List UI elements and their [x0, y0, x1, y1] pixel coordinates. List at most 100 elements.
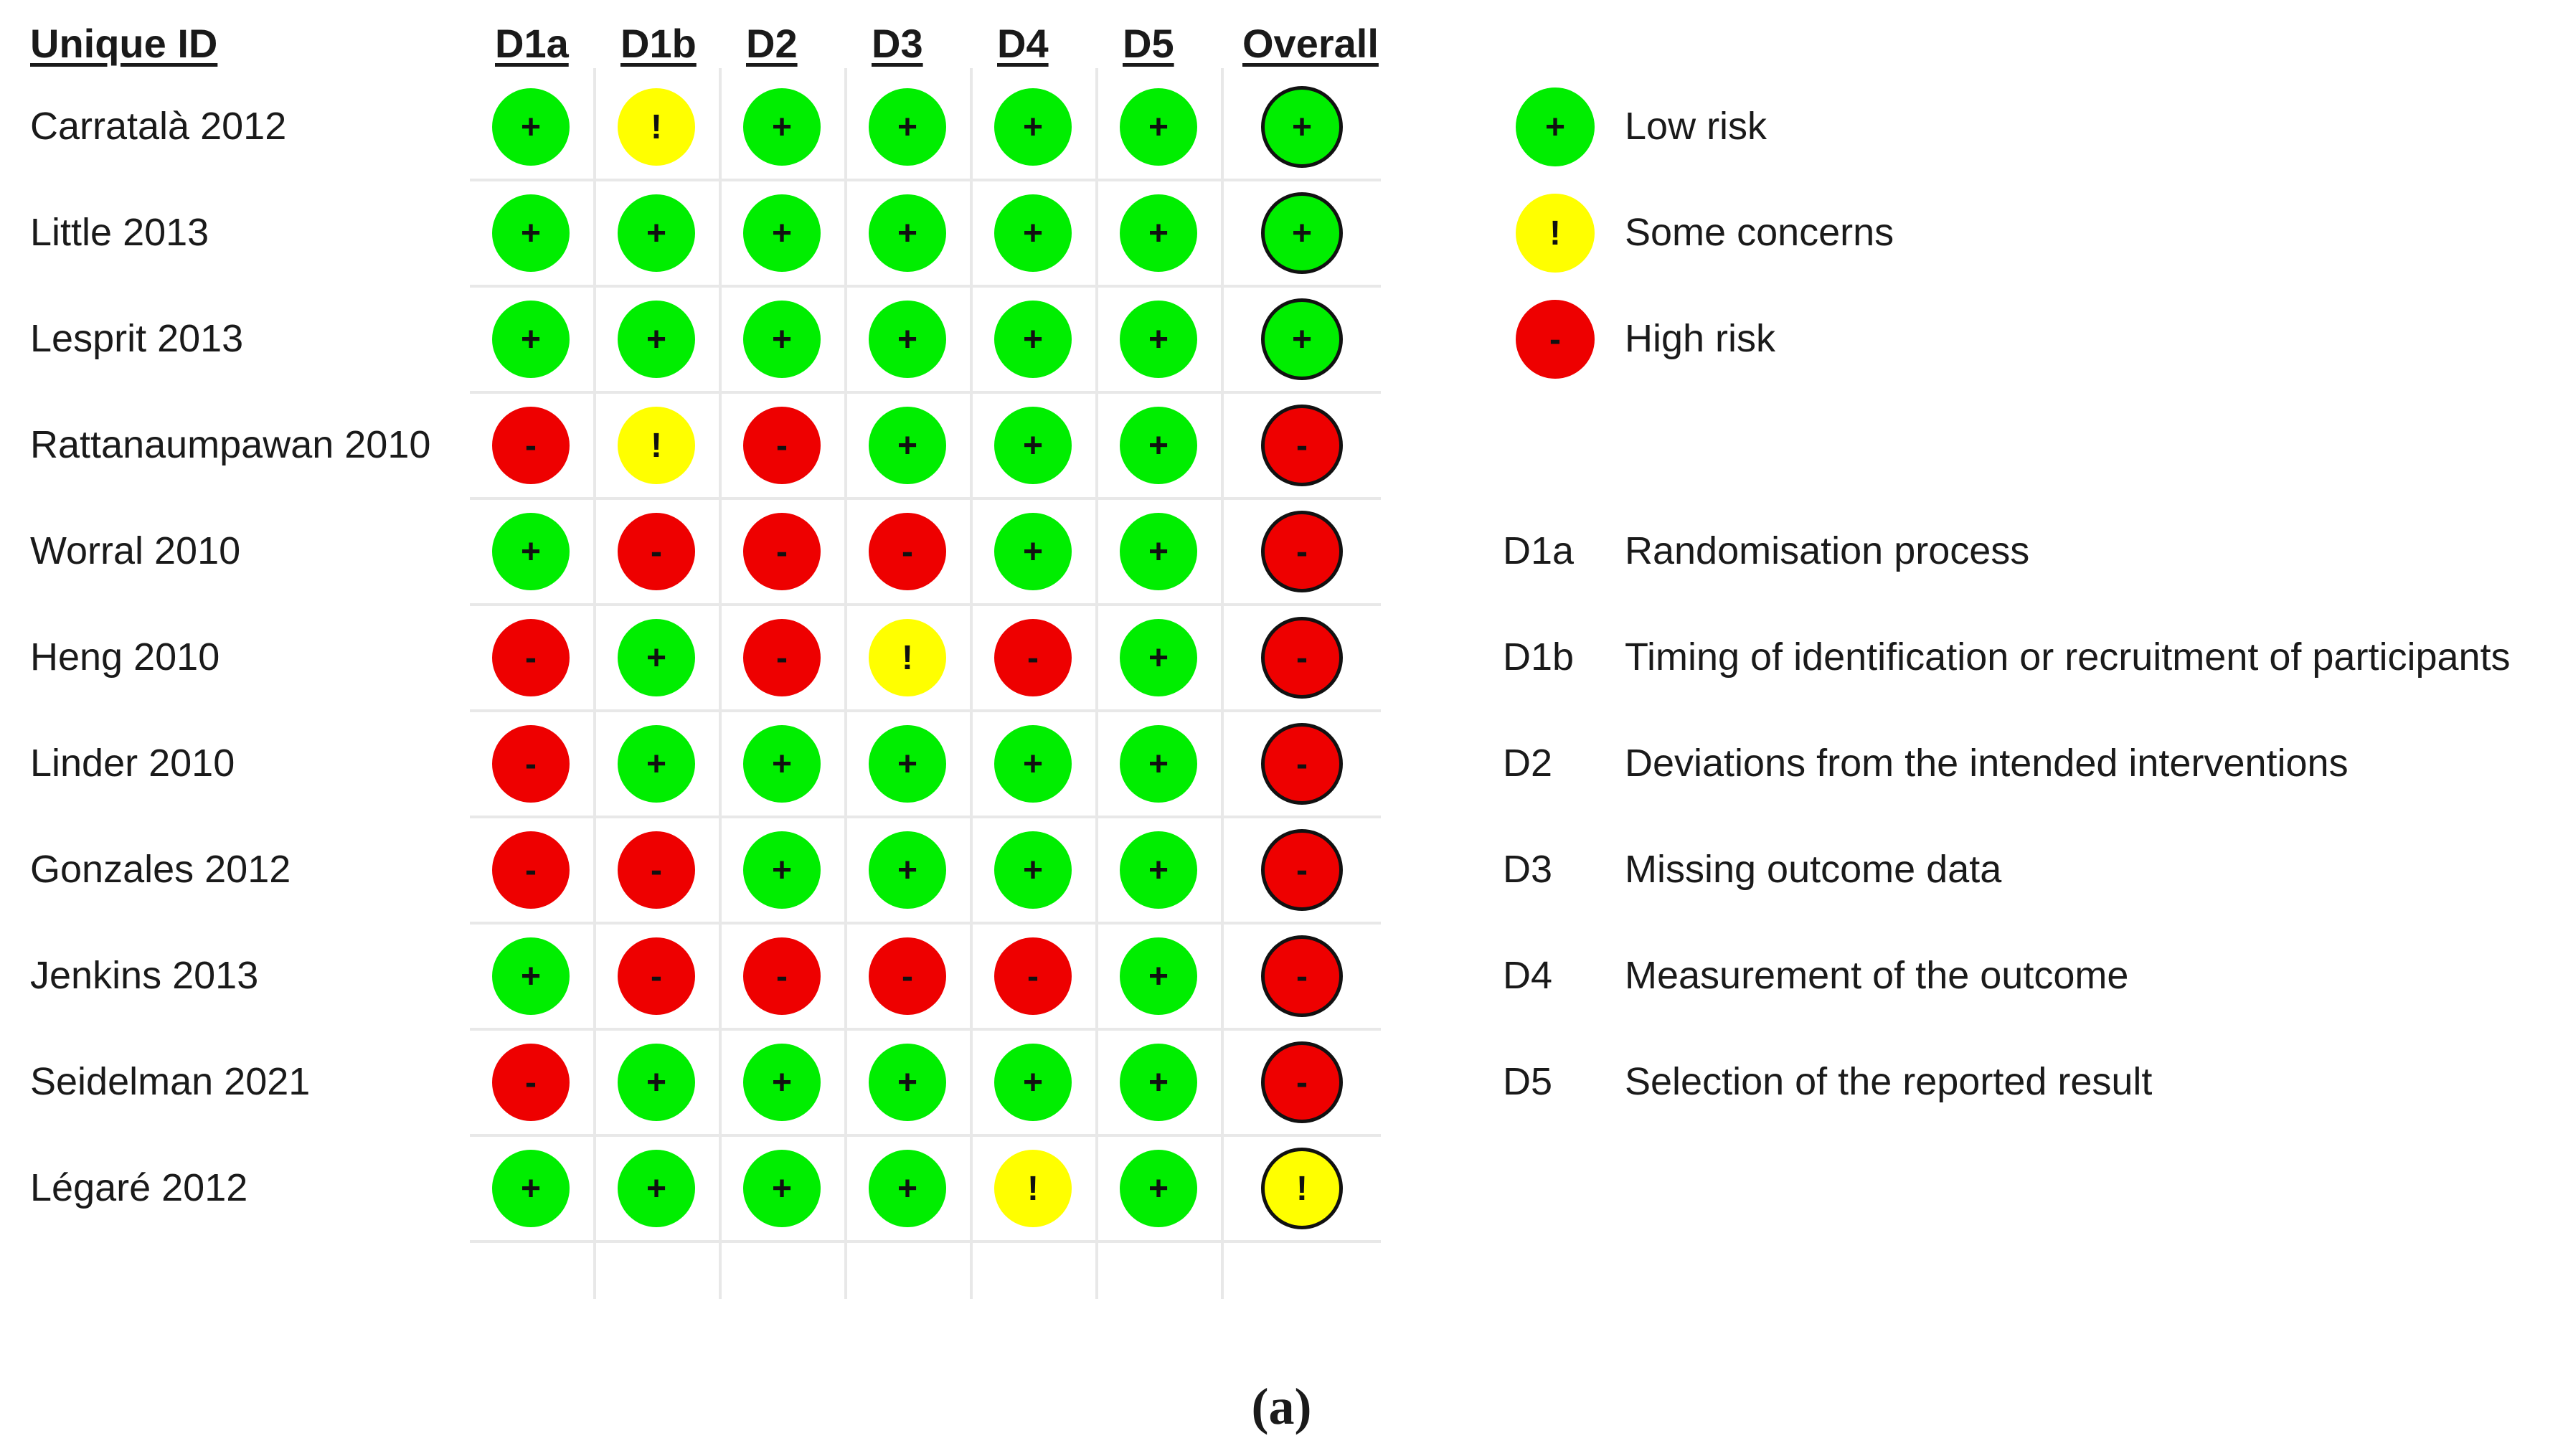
study-label: Lesprit 2013 [30, 317, 244, 360]
risk-low-dot: + [1120, 407, 1197, 484]
grid-horizontal-line [470, 816, 1381, 818]
caption-label: (a) [1251, 1378, 1312, 1435]
overall-low-dot: + [1261, 86, 1343, 168]
grid-vertical-line [970, 68, 973, 1299]
risk-low-dot: + [618, 301, 695, 378]
overall-header: Overall [1242, 21, 1379, 66]
risk-some-dot: ! [618, 88, 695, 166]
study-label: Heng 2010 [30, 635, 220, 679]
definition-text: Timing of identification or recruitment … [1625, 635, 2511, 679]
risk-low-dot: + [869, 407, 946, 484]
grid-horizontal-line [470, 922, 1381, 925]
risk-low-dot: + [869, 1150, 946, 1227]
unique-id-header: Unique ID [30, 21, 218, 66]
risk-low-dot: + [618, 619, 695, 696]
grid-horizontal-line [470, 497, 1381, 500]
risk-low-dot: + [994, 725, 1072, 803]
grid-horizontal-line [470, 179, 1381, 181]
risk-low-dot: + [1120, 194, 1197, 272]
risk-low-dot: + [1120, 301, 1197, 378]
definition-code: D1a [1503, 529, 1575, 572]
grid-vertical-line [593, 68, 596, 1299]
overall-high-dot: - [1261, 617, 1343, 699]
risk-low-dot: + [743, 1044, 821, 1121]
figure-caption: (a) [0, 1377, 2563, 1437]
definition-code: D1b [1503, 635, 1575, 679]
grid-horizontal-line [470, 1134, 1381, 1137]
risk-high-dot: - [618, 937, 695, 1015]
risk-low-dot: + [1120, 1150, 1197, 1227]
risk-high-dot: - [492, 407, 570, 484]
risk-low-dot: + [743, 1150, 821, 1227]
study-label: Linder 2010 [30, 742, 235, 785]
grid-horizontal-line [470, 603, 1381, 606]
overall-high-dot: - [1261, 935, 1343, 1017]
risk-low-dot: + [618, 725, 695, 803]
legend-some-dot: ! [1516, 194, 1595, 273]
domain-header-d1a: D1a [495, 21, 569, 66]
definition-text: Measurement of the outcome [1625, 954, 2129, 997]
study-label: Worral 2010 [30, 529, 241, 572]
study-label: Little 2013 [30, 211, 209, 254]
definition-text: Randomisation process [1625, 529, 2030, 572]
risk-low-dot: + [869, 831, 946, 909]
definition-text: Selection of the reported result [1625, 1060, 2153, 1103]
legend-some-label: Some concerns [1625, 211, 1894, 254]
overall-some-dot: ! [1261, 1148, 1343, 1229]
risk-low-dot: + [994, 88, 1072, 166]
risk-some-dot: ! [618, 407, 695, 484]
risk-high-dot: - [743, 937, 821, 1015]
domain-header-d3: D3 [872, 21, 923, 66]
study-label: Jenkins 2013 [30, 954, 259, 997]
risk-high-dot: - [492, 1044, 570, 1121]
grid-horizontal-line [470, 709, 1381, 712]
risk-low-dot: + [618, 194, 695, 272]
overall-high-dot: - [1261, 829, 1343, 911]
study-label: Seidelman 2021 [30, 1060, 311, 1103]
risk-low-dot: + [618, 1044, 695, 1121]
definition-code: D4 [1503, 954, 1553, 997]
overall-low-dot: + [1261, 192, 1343, 274]
grid-vertical-line [1095, 68, 1098, 1299]
risk-low-dot: + [492, 194, 570, 272]
risk-low-dot: + [869, 88, 946, 166]
overall-high-dot: - [1261, 1041, 1343, 1123]
risk-low-dot: + [994, 831, 1072, 909]
overall-high-dot: - [1261, 723, 1343, 805]
risk-low-dot: + [743, 725, 821, 803]
risk-low-dot: + [743, 831, 821, 909]
domain-header-d1b: D1b [620, 21, 697, 66]
grid-vertical-line [719, 68, 722, 1299]
risk-low-dot: + [492, 513, 570, 590]
risk-low-dot: + [618, 1150, 695, 1227]
risk-low-dot: + [869, 1044, 946, 1121]
risk-some-dot: ! [994, 1150, 1072, 1227]
grid-horizontal-line [470, 1028, 1381, 1031]
study-label: Rattanaumpawan 2010 [30, 423, 431, 466]
domain-header-d2: D2 [746, 21, 798, 66]
study-label: Gonzales 2012 [30, 848, 291, 891]
risk-low-dot: + [492, 937, 570, 1015]
study-label: Carratalà 2012 [30, 105, 287, 148]
legend-high-dot: - [1516, 300, 1595, 379]
risk-low-dot: + [492, 1150, 570, 1227]
definition-code: D2 [1503, 742, 1553, 785]
grid-horizontal-line [470, 285, 1381, 288]
risk-low-dot: + [743, 194, 821, 272]
risk-low-dot: + [994, 407, 1072, 484]
risk-low-dot: + [994, 301, 1072, 378]
risk-low-dot: + [1120, 937, 1197, 1015]
definition-code: D5 [1503, 1060, 1553, 1103]
legend-high-label: High risk [1625, 317, 1776, 360]
definition-text: Deviations from the intended interventio… [1625, 742, 2349, 785]
study-label: Légaré 2012 [30, 1166, 248, 1209]
risk-low-dot: + [492, 88, 570, 166]
risk-high-dot: - [492, 619, 570, 696]
risk-low-dot: + [743, 301, 821, 378]
overall-high-dot: - [1261, 511, 1343, 592]
risk-low-dot: + [1120, 513, 1197, 590]
overall-high-dot: - [1261, 405, 1343, 486]
risk-low-dot: + [1120, 1044, 1197, 1121]
domain-header-d4: D4 [997, 21, 1049, 66]
